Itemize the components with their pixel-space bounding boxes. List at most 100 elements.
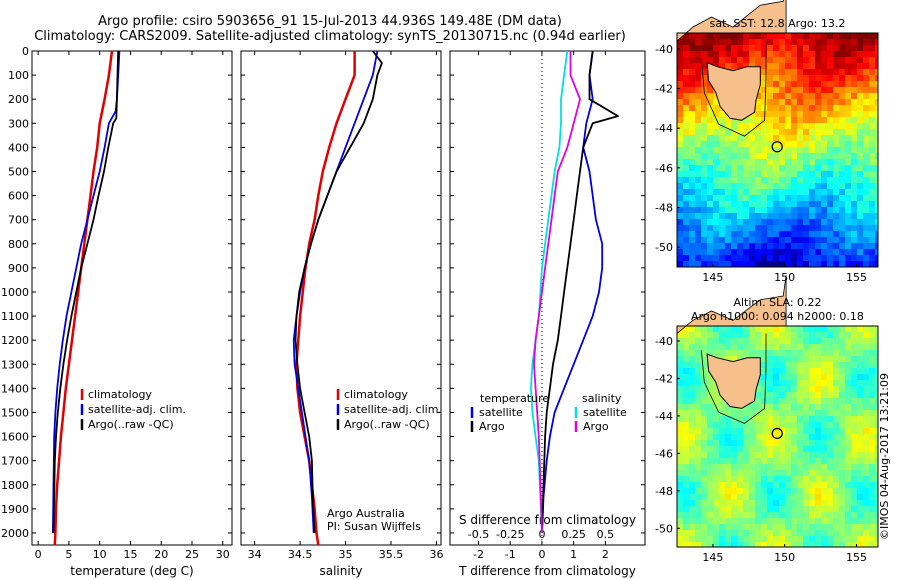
heatmap-cell — [845, 494, 851, 500]
heatmap-cell — [851, 225, 857, 231]
heatmap-cell — [833, 57, 839, 63]
heatmap-cell — [785, 452, 791, 458]
heatmap-cell — [827, 63, 833, 69]
heatmap-cell — [863, 75, 869, 81]
heatmap-cell — [713, 183, 719, 189]
heatmap-cell — [683, 51, 689, 57]
heatmap-cell — [725, 213, 731, 219]
heatmap-cell — [857, 416, 863, 422]
heatmap-cell — [815, 356, 821, 362]
heatmap-cell — [707, 398, 713, 404]
heatmap-cell — [749, 171, 755, 177]
heatmap-cell — [875, 201, 878, 207]
sst_map-ytick-label: -48 — [655, 202, 673, 215]
heatmap-cell — [719, 33, 725, 39]
heatmap-cell — [875, 404, 878, 410]
heatmap-cell — [851, 249, 857, 255]
heatmap-cell — [749, 153, 755, 159]
sst_map-title: sat. SST: 12.8 Argo: 13.2 — [710, 17, 846, 30]
heatmap-cell — [773, 231, 779, 237]
heatmap-cell — [839, 494, 845, 500]
heatmap-cell — [755, 213, 761, 219]
heatmap-cell — [689, 416, 695, 422]
heatmap-cell — [695, 51, 701, 57]
heatmap-cell — [821, 368, 827, 374]
heatmap-cell — [689, 105, 695, 111]
heatmap-cell — [833, 542, 839, 547]
heatmap-cell — [707, 506, 713, 512]
heatmap-cell — [737, 45, 743, 51]
heatmap-cell — [725, 530, 731, 536]
heatmap-cell — [695, 63, 701, 69]
heatmap-cell — [761, 506, 767, 512]
heatmap-cell — [731, 63, 737, 69]
heatmap-cell — [851, 153, 857, 159]
heatmap-cell — [869, 237, 875, 243]
heatmap-cell — [689, 189, 695, 195]
heatmap-cell — [695, 398, 701, 404]
heatmap-cell — [677, 464, 683, 470]
heatmap-cell — [731, 542, 737, 547]
heatmap-cell — [683, 93, 689, 99]
heatmap-cell — [869, 147, 875, 153]
heatmap-cell — [839, 410, 845, 416]
heatmap-cell — [695, 512, 701, 518]
heatmap-cell — [749, 530, 755, 536]
depth-tick-label: 600 — [8, 190, 29, 203]
heatmap-cell — [779, 350, 785, 356]
heatmap-cell — [869, 404, 875, 410]
heatmap-cell — [707, 123, 713, 129]
heatmap-cell — [839, 416, 845, 422]
heatmap-cell — [695, 201, 701, 207]
heatmap-cell — [833, 368, 839, 374]
heatmap-cell — [761, 237, 767, 243]
heatmap-cell — [815, 135, 821, 141]
heatmap-cell — [815, 494, 821, 500]
heatmap-cell — [791, 171, 797, 177]
sla_map-depth-contour — [701, 333, 767, 424]
heatmap-cell — [701, 159, 707, 165]
heatmap-cell — [767, 434, 773, 440]
heatmap-cell — [797, 195, 803, 201]
heatmap-cell — [875, 380, 878, 386]
heatmap-cell — [731, 476, 737, 482]
heatmap-cell — [719, 524, 725, 530]
heatmap-cell — [821, 350, 827, 356]
sla_map-ytick-label: -44 — [655, 410, 673, 423]
heatmap-cell — [827, 392, 833, 398]
heatmap-cell — [677, 201, 683, 207]
salinity-legend-label: Argo(..raw -QC) — [344, 418, 430, 431]
heatmap-cell — [743, 171, 749, 177]
heatmap-cell — [803, 500, 809, 506]
heatmap-cell — [773, 512, 779, 518]
heatmap-cell — [677, 261, 683, 267]
heatmap-cell — [683, 428, 689, 434]
heatmap-cell — [809, 422, 815, 428]
heatmap-cell — [797, 524, 803, 530]
heatmap-cell — [779, 111, 785, 117]
heatmap-cell — [767, 171, 773, 177]
heatmap-cell — [809, 69, 815, 75]
heatmap-cell — [791, 512, 797, 518]
heatmap-cell — [833, 159, 839, 165]
heatmap-cell — [845, 99, 851, 105]
heatmap-cell — [677, 189, 683, 195]
heatmap-cell — [725, 177, 731, 183]
heatmap-cell — [875, 374, 878, 380]
heatmap-cell — [791, 177, 797, 183]
heatmap-cell — [839, 141, 845, 147]
heatmap-cell — [857, 147, 863, 153]
heatmap-cell — [815, 506, 821, 512]
heatmap-cell — [683, 81, 689, 87]
heatmap-cell — [863, 368, 869, 374]
heatmap-cell — [713, 255, 719, 261]
heatmap-cell — [683, 524, 689, 530]
heatmap-cell — [749, 225, 755, 231]
heatmap-cell — [713, 500, 719, 506]
heatmap-cell — [809, 261, 815, 267]
heatmap-cell — [677, 374, 683, 380]
heatmap-cell — [701, 129, 707, 135]
heatmap-cell — [863, 518, 869, 524]
heatmap-cell — [677, 506, 683, 512]
heatmap-cell — [851, 111, 857, 117]
